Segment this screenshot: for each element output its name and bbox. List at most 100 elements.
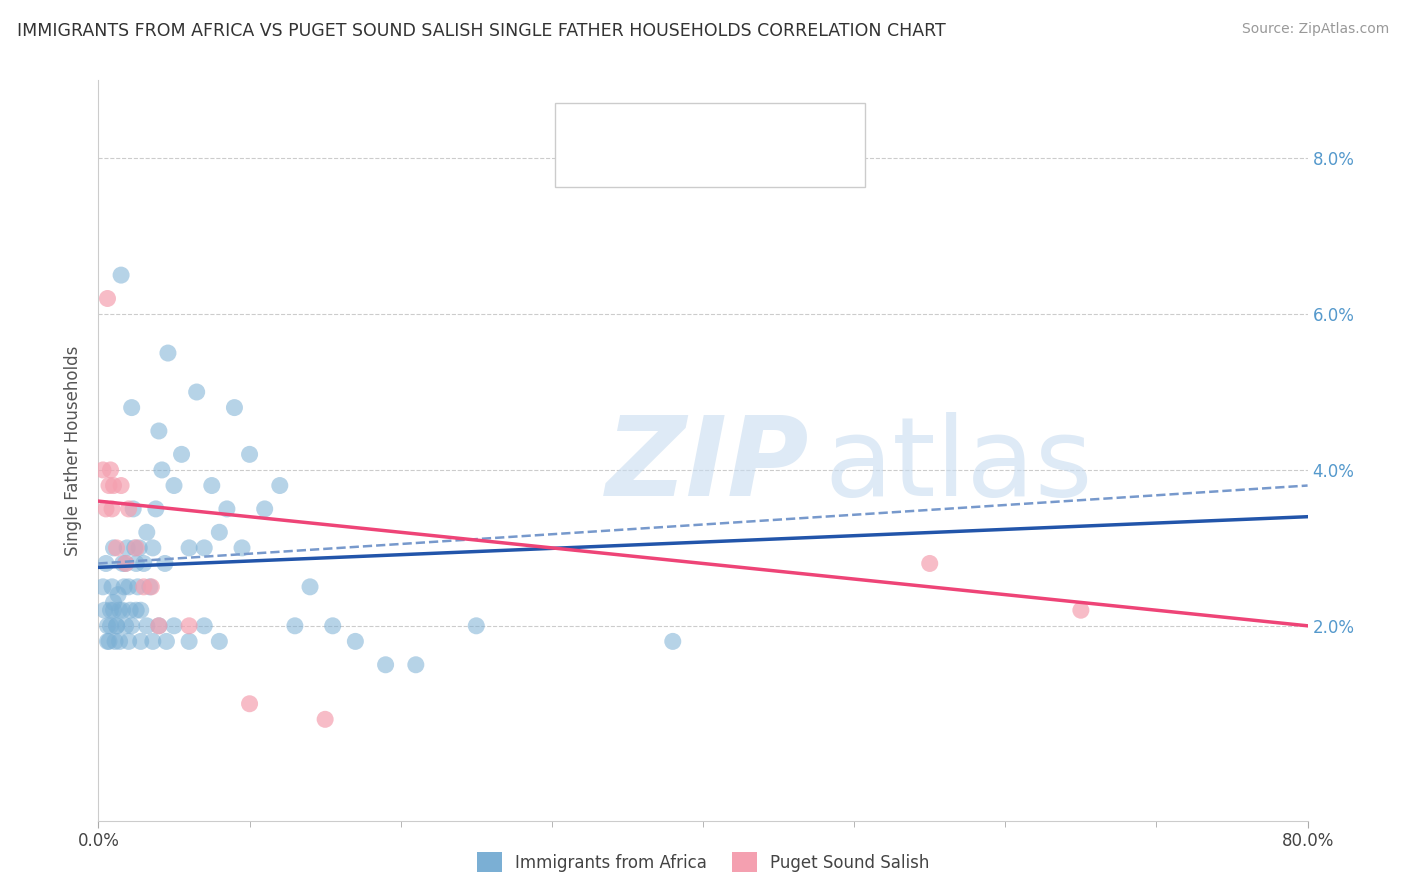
Point (124, 541, 146, 555)
Point (121, 401, 143, 415)
Point (239, 447, 262, 461)
Point (344, 634, 367, 648)
Point (121, 619, 143, 633)
Point (148, 619, 170, 633)
Point (105, 541, 128, 555)
Point (918, 557, 941, 571)
Point (193, 619, 215, 633)
Text: Source: ZipAtlas.com: Source: ZipAtlas.com (1241, 22, 1389, 37)
Point (114, 557, 136, 571)
Point (135, 619, 157, 633)
Point (112, 580, 135, 594)
Point (215, 502, 238, 516)
Legend: Immigrants from Africa, Puget Sound Salish: Immigrants from Africa, Puget Sound Sali… (470, 846, 936, 879)
Point (110, 478, 132, 492)
Point (98, 478, 121, 492)
Point (465, 619, 488, 633)
Point (148, 619, 170, 633)
Text: ZIP: ZIP (606, 412, 810, 519)
Point (132, 580, 155, 594)
Point (98, 634, 121, 648)
Point (179, 541, 201, 555)
Point (661, 634, 683, 648)
Point (170, 447, 193, 461)
Text: atlas: atlas (824, 412, 1092, 519)
Point (239, 697, 262, 711)
Point (111, 603, 134, 617)
Point (118, 502, 141, 516)
Point (153, 557, 176, 571)
Point (193, 541, 215, 555)
Point (100, 619, 122, 633)
Point (208, 634, 231, 648)
Point (374, 657, 396, 672)
Point (163, 478, 186, 492)
Point (135, 525, 157, 540)
Point (1070, 603, 1092, 617)
Point (120, 603, 142, 617)
Point (96, 634, 118, 648)
Point (101, 580, 124, 594)
Point (141, 580, 163, 594)
Point (125, 541, 148, 555)
Text: R = -0.220   N = 20: R = -0.220 N = 20 (612, 155, 789, 173)
Point (108, 634, 131, 648)
Point (155, 634, 177, 648)
Point (114, 619, 136, 633)
Point (224, 401, 246, 415)
Point (100, 603, 122, 617)
Point (103, 478, 125, 492)
Point (128, 541, 150, 555)
Point (150, 463, 173, 477)
Text: R =  0.098   N = 75: R = 0.098 N = 75 (612, 114, 787, 132)
Point (145, 502, 167, 516)
Point (110, 268, 132, 282)
Point (129, 603, 152, 617)
Point (122, 502, 145, 516)
Point (94, 557, 117, 571)
Point (96, 619, 118, 633)
Point (103, 603, 125, 617)
Point (111, 557, 134, 571)
Point (322, 619, 344, 633)
Point (253, 502, 276, 516)
Point (186, 384, 208, 399)
Point (91, 580, 114, 594)
Point (101, 502, 124, 516)
Point (105, 619, 128, 633)
Point (105, 619, 128, 633)
Point (91, 463, 114, 477)
Point (132, 557, 155, 571)
Point (284, 619, 307, 633)
Point (93, 603, 115, 617)
Point (115, 541, 138, 555)
Point (148, 424, 170, 438)
Point (127, 580, 149, 594)
Point (104, 634, 127, 648)
Text: IMMIGRANTS FROM AFRICA VS PUGET SOUND SALISH SINGLE FATHER HOUSEHOLDS CORRELATIO: IMMIGRANTS FROM AFRICA VS PUGET SOUND SA… (17, 22, 946, 40)
Point (139, 580, 162, 594)
Point (118, 580, 141, 594)
Point (269, 478, 291, 492)
Point (179, 634, 201, 648)
Point (103, 541, 125, 555)
Point (114, 557, 136, 571)
Point (299, 580, 322, 594)
Point (405, 657, 427, 672)
Point (156, 346, 179, 360)
Point (118, 634, 141, 648)
Point (208, 525, 231, 540)
Point (129, 634, 152, 648)
Point (179, 619, 201, 633)
Point (125, 603, 148, 617)
Point (142, 541, 165, 555)
Point (163, 619, 186, 633)
Point (314, 712, 336, 726)
Point (231, 541, 253, 555)
Point (125, 557, 148, 571)
Point (108, 603, 131, 617)
Point (107, 588, 129, 602)
Point (100, 463, 122, 477)
Point (201, 478, 224, 492)
Point (96, 292, 118, 306)
